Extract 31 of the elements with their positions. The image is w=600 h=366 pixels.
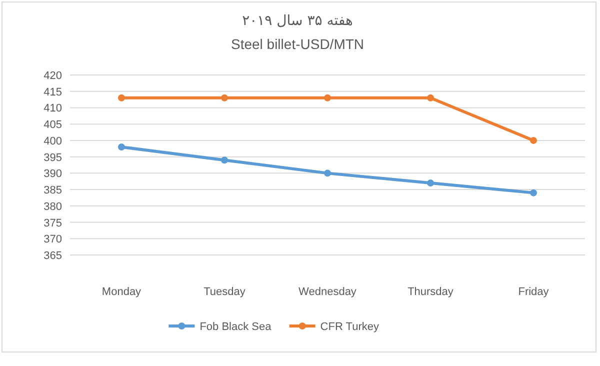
y-tick-label: 405 (44, 119, 62, 132)
point (427, 180, 434, 186)
y-tick-label: 410 (44, 102, 62, 115)
point (324, 94, 331, 102)
y-tick-label: 395 (44, 152, 62, 164)
chart-title: هفته ۳۵ سال ۲۰۱۹ (242, 13, 353, 29)
chart-subtitle: Steel billet-USD/MTN (230, 36, 364, 52)
point (221, 156, 228, 164)
y-tick-label: 420 (44, 70, 62, 82)
y-tick-label: 375 (44, 217, 62, 230)
y-tick-label: 415 (44, 86, 62, 98)
x-tick-label: Thursday (408, 286, 454, 298)
point (530, 136, 537, 144)
point (221, 94, 228, 102)
x-tick-label: Wednesday (298, 286, 357, 298)
y-tick-label: 390 (44, 168, 62, 180)
point (427, 94, 434, 102)
y-tick-label: 385 (44, 184, 62, 197)
y-tick-label: 400 (44, 135, 62, 148)
y-tick-label: 380 (44, 200, 62, 213)
y-tick-label: 365 (44, 250, 62, 262)
legend-label: Fob Black Sea (200, 321, 272, 333)
x-tick-label: Tuesday (204, 286, 246, 298)
point (118, 94, 125, 102)
legend-label: CFR Turkey (320, 321, 380, 333)
x-tick-label: Monday (102, 286, 142, 298)
point (118, 144, 125, 150)
point (530, 189, 537, 196)
point (324, 170, 331, 177)
y-tick-label: 370 (44, 234, 62, 246)
x-tick-label: Friday (518, 286, 550, 298)
